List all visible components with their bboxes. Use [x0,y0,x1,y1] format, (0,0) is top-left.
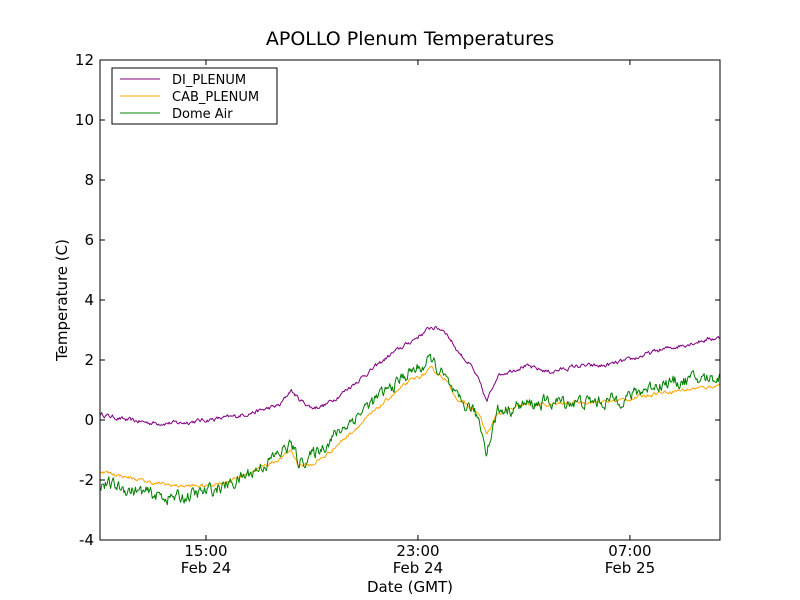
chart-title: APOLLO Plenum Temperatures [266,28,554,50]
y-axis-label: Temperature (C) [53,239,71,362]
y-tick-label: 10 [75,111,94,129]
x-tick-time-label: 23:00 [396,542,439,560]
series-layer [100,325,720,506]
y-tick-label: -4 [79,531,94,549]
series-line-di-plenum [100,325,720,427]
y-tick-label: 8 [84,171,94,189]
x-tick-date-label: Feb 24 [393,559,443,577]
legend-label: DI_PLENUM [172,73,246,88]
x-axis-label: Date (GMT) [367,578,453,596]
legend-label: CAB_PLENUM [172,90,259,105]
y-tick-label: -2 [79,471,94,489]
x-tick-date-label: Feb 25 [605,559,655,577]
x-tick-time-label: 07:00 [608,542,651,560]
x-tick-date-label: Feb 24 [181,559,231,577]
legend: DI_PLENUM CAB_PLENUM Dome Air [111,67,278,125]
series-line-dome-air [100,353,720,506]
x-tick-time-label: 15:00 [184,542,227,560]
y-tick-label: 4 [84,291,94,309]
plot-area [100,60,720,540]
legend-label: Dome Air [172,107,233,122]
y-tick-label: 6 [84,231,94,249]
y-tick-label: 0 [84,411,94,429]
y-tick-label: 12 [75,51,94,69]
y-tick-label: 2 [84,351,94,369]
